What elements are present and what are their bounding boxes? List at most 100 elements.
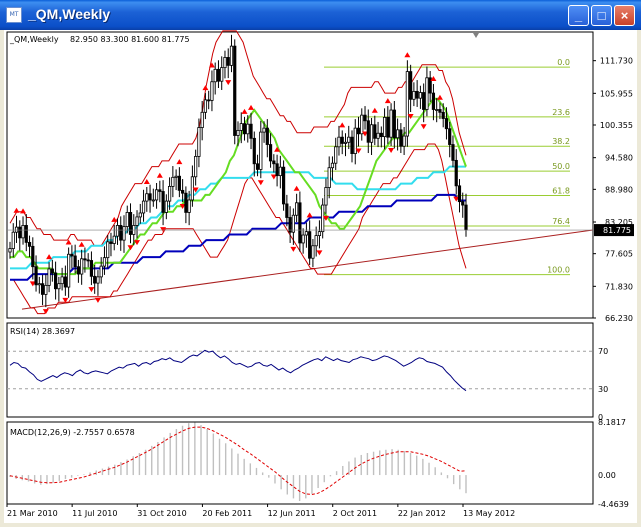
candle-body	[138, 212, 142, 218]
fractal-up-arrow	[339, 122, 346, 128]
price-axis-label: 94.580	[605, 154, 633, 163]
chart-background	[4, 30, 637, 523]
candle-body	[464, 204, 468, 231]
fractal-up-arrow	[111, 216, 118, 222]
chart-client-area[interactable]: 0.0 23.6 38.2 50.0 61.8 76.4 100.0 81.775 111.73…	[4, 30, 637, 523]
candle-body	[226, 57, 230, 66]
candle-body	[14, 226, 19, 233]
fractal-up-arrow	[241, 108, 248, 114]
candle-body	[425, 77, 429, 110]
macd-signal-line	[9, 426, 467, 496]
candle-body	[461, 201, 465, 206]
candle-body	[47, 268, 51, 286]
candle-body	[161, 191, 165, 213]
candle-body	[412, 90, 416, 100]
price-axis-label: 71.830	[605, 282, 633, 291]
rsi-axis-label: 0	[598, 413, 603, 422]
fractal-up-arrow	[384, 98, 391, 104]
fractal-down-arrow	[355, 148, 362, 154]
candle-body	[389, 109, 393, 138]
candle-body	[154, 189, 159, 201]
chart-window-icon[interactable]: MT	[6, 7, 22, 23]
candle-body	[86, 259, 90, 262]
candle-body	[40, 283, 45, 295]
candle-body	[37, 283, 41, 286]
candle-body	[327, 167, 331, 188]
fractal-up-arrow	[208, 62, 215, 68]
candle-body	[63, 276, 67, 288]
candle-body	[392, 109, 396, 139]
candle-body	[360, 114, 364, 135]
candle-body	[21, 225, 25, 239]
candle-body	[288, 217, 292, 233]
candle-body	[184, 192, 188, 213]
candle-body	[83, 258, 87, 261]
fractal-down-arrow	[290, 246, 297, 252]
candle-body	[363, 114, 367, 122]
candle-body	[44, 284, 48, 295]
candle-body	[265, 127, 269, 145]
time-axis-label: 11 Jul 2010	[72, 509, 117, 518]
title-bar[interactable]: MT _QM,Weekly _ □ ×	[0, 0, 641, 30]
candle-body	[353, 127, 357, 154]
candle-body	[321, 204, 325, 233]
candle-body	[102, 257, 107, 267]
candle-body	[151, 199, 155, 202]
candle-body	[171, 176, 175, 187]
fib-level-label: 38.2	[552, 137, 570, 146]
candle-body	[324, 187, 328, 206]
candle-body	[11, 231, 15, 250]
candle-body	[210, 81, 214, 101]
candle-body	[409, 71, 413, 100]
time-axis-label: 22 Jan 2012	[398, 509, 446, 518]
fractal-up-arrow	[156, 172, 163, 178]
candle-body	[278, 166, 282, 177]
candle-body	[236, 130, 240, 136]
price-axis-label: 111.730	[600, 57, 633, 66]
fractal-up-arrow	[78, 241, 85, 247]
candle-body	[295, 202, 299, 216]
fractal-down-arrow	[88, 287, 95, 293]
candle-body	[262, 127, 266, 133]
time-axis-label: 21 Mar 2010	[7, 509, 58, 518]
candle-body	[89, 260, 94, 277]
candle-body	[187, 199, 191, 213]
price-axis-label: 105.955	[600, 89, 633, 98]
candle-body	[350, 136, 354, 154]
candle-body	[249, 123, 253, 139]
fractal-down-arrow	[407, 114, 414, 120]
candle-body	[70, 253, 74, 257]
fractal-down-arrow	[160, 227, 167, 233]
fractal-down-arrow	[29, 281, 36, 287]
candle-body	[194, 156, 198, 178]
fractal-up-arrow	[20, 208, 27, 214]
candle-body	[125, 212, 129, 227]
fractal-down-arrow	[94, 297, 101, 303]
close-button[interactable]: ×	[614, 5, 635, 26]
fractal-up-arrow	[371, 107, 378, 113]
candle-body	[122, 226, 126, 241]
maximize-button[interactable]: □	[591, 5, 612, 26]
candle-body	[337, 136, 341, 148]
macd-axis-label: 8.1817	[598, 418, 626, 427]
fib-level-label: 0.0	[557, 58, 570, 67]
fib-level-label: 50.0	[552, 162, 570, 171]
fib-level-label: 76.4	[552, 217, 570, 226]
candle-body	[203, 99, 208, 113]
minimize-button[interactable]: _	[568, 5, 589, 26]
chart-shift-marker	[473, 33, 479, 38]
candle-body	[405, 71, 409, 137]
fractal-up-arrow	[274, 146, 281, 152]
candle-body	[54, 272, 58, 290]
candle-body	[27, 241, 32, 247]
fractal-down-arrow	[192, 187, 199, 193]
candle-body	[135, 216, 139, 226]
price-chart[interactable]: 0.0 23.6 38.2 50.0 61.8 76.4 100.0 81.775 111.73…	[4, 30, 637, 523]
candle-body	[106, 241, 110, 259]
fractal-down-arrow	[42, 309, 49, 315]
candle-body	[109, 241, 113, 244]
candle-body	[31, 245, 35, 268]
candle-body	[223, 57, 227, 69]
time-axis-label: 12 Jun 2011	[268, 509, 316, 518]
candle-body	[213, 68, 217, 83]
